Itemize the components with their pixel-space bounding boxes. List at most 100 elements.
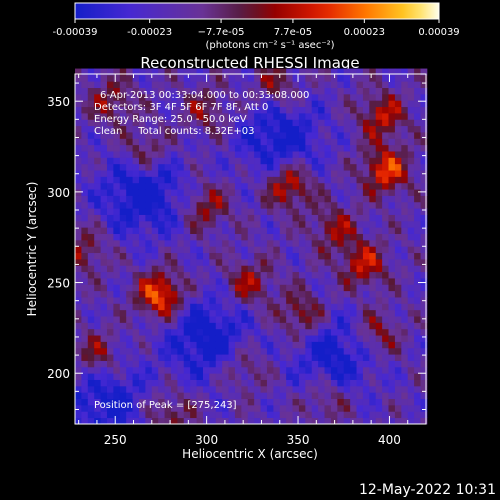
heatmap-cell <box>234 220 242 228</box>
heatmap-cell <box>343 157 351 165</box>
heatmap-cell <box>170 347 178 355</box>
heatmap-cell <box>145 328 153 336</box>
heatmap-cell <box>100 163 108 171</box>
heatmap-cell <box>318 417 325 425</box>
heatmap-cell <box>183 404 191 412</box>
heatmap-cell <box>106 93 114 101</box>
heatmap-cell <box>388 354 396 361</box>
heatmap-cell <box>298 366 306 374</box>
heatmap-cell <box>292 297 300 304</box>
heatmap-cell <box>183 297 191 304</box>
heatmap-cell <box>190 385 197 393</box>
heatmap-cell <box>350 170 357 177</box>
heatmap-cell <box>330 125 338 133</box>
heatmap-cell <box>177 151 185 158</box>
heatmap-cell <box>279 303 287 311</box>
heatmap-cell <box>401 271 409 279</box>
heatmap-cell <box>414 112 421 120</box>
heatmap-cell <box>234 278 242 285</box>
heatmap-cell <box>81 328 89 336</box>
heatmap-cell <box>369 208 377 215</box>
heatmap-cell <box>254 347 261 355</box>
heatmap-cell <box>75 316 82 323</box>
heatmap-cell <box>318 176 325 184</box>
heatmap-cell <box>151 278 159 285</box>
heatmap-cell <box>298 176 306 184</box>
heatmap-cell <box>260 220 268 228</box>
heatmap-cell <box>164 246 172 254</box>
heatmap-cell <box>337 271 345 279</box>
heatmap-cell <box>343 309 351 317</box>
heatmap-cell <box>81 239 89 247</box>
heatmap-cell <box>394 258 402 266</box>
heatmap-cell <box>190 144 197 152</box>
heatmap-cell <box>145 189 153 196</box>
heatmap-cell <box>273 201 281 209</box>
heatmap-cell <box>420 335 428 342</box>
heatmap-cell <box>177 373 185 380</box>
heatmap-cell <box>337 132 345 139</box>
heatmap-cell <box>311 201 319 209</box>
heatmap-cell <box>151 68 159 76</box>
heatmap-cell <box>369 309 377 317</box>
heatmap-cell <box>305 201 313 209</box>
heatmap-cell <box>247 328 255 336</box>
heatmap-cell <box>279 220 287 228</box>
heatmap-cell <box>81 189 89 196</box>
heatmap-cell <box>75 341 82 349</box>
heatmap-cell <box>343 265 351 273</box>
heatmap-cell <box>202 208 210 215</box>
heatmap-cell <box>202 239 210 247</box>
heatmap-cell <box>298 227 306 234</box>
heatmap-cell <box>292 417 300 425</box>
heatmap-cell <box>401 201 409 209</box>
heatmap-cell <box>292 74 300 82</box>
heatmap-cell <box>222 385 229 393</box>
heatmap-cell <box>100 392 108 400</box>
heatmap-cell <box>151 170 159 177</box>
heatmap-cell <box>202 360 210 368</box>
heatmap-cell <box>414 290 421 298</box>
heatmap-cell <box>138 151 146 158</box>
heatmap-cell <box>138 106 146 114</box>
heatmap-cell <box>81 100 89 108</box>
heatmap-cell <box>388 189 396 196</box>
heatmap-cell <box>222 125 229 133</box>
heatmap-cell <box>247 227 255 234</box>
heatmap-cell <box>222 233 229 241</box>
footer-timestamp: 12-May-2022 10:31 <box>359 482 496 498</box>
heatmap-cell <box>356 119 364 127</box>
heatmap-cell <box>260 290 268 298</box>
heatmap-cell <box>414 176 421 184</box>
heatmap-cell <box>145 81 153 88</box>
heatmap-cell <box>215 138 223 146</box>
heatmap-cell <box>241 354 249 361</box>
heatmap-cell <box>401 411 409 419</box>
heatmap-cell <box>362 214 370 222</box>
heatmap-cell <box>228 417 236 425</box>
heatmap-cell <box>158 182 165 190</box>
heatmap-cell <box>324 411 332 419</box>
heatmap-cell <box>132 125 140 133</box>
heatmap-cell <box>183 246 191 254</box>
heatmap-cell <box>330 100 338 108</box>
heatmap-cell <box>183 227 191 234</box>
heatmap-cell <box>75 258 82 266</box>
heatmap-cell <box>151 74 159 82</box>
heatmap-cell <box>132 208 140 215</box>
heatmap-cell <box>324 278 332 285</box>
heatmap-cell <box>222 316 229 323</box>
heatmap-cell <box>362 201 370 209</box>
heatmap-cell <box>164 201 172 209</box>
heatmap-cell <box>126 125 133 133</box>
heatmap-cell <box>87 417 95 425</box>
heatmap-cell <box>330 335 338 342</box>
heatmap-cell <box>119 201 127 209</box>
heatmap-cell <box>273 417 281 425</box>
heatmap-cell <box>151 290 159 298</box>
heatmap-cell <box>138 373 146 380</box>
heatmap-cell <box>119 265 127 273</box>
heatmap-cell <box>126 189 133 196</box>
heatmap-cell <box>138 398 146 406</box>
heatmap-cell <box>81 246 89 254</box>
